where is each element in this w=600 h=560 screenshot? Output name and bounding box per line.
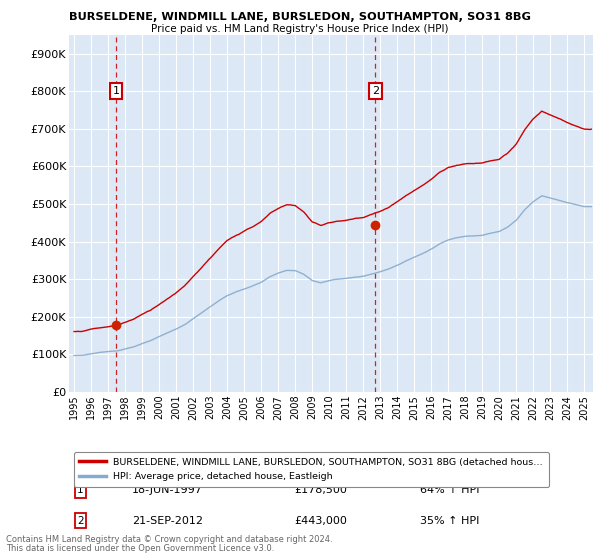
Text: 1: 1 [77,486,84,495]
Text: 1: 1 [112,86,119,96]
Text: 2: 2 [77,516,84,526]
Legend: BURSELDENE, WINDMILL LANE, BURSLEDON, SOUTHAMPTON, SO31 8BG (detached hous…, HPI: BURSELDENE, WINDMILL LANE, BURSLEDON, SO… [74,452,549,487]
Text: 64% ↑ HPI: 64% ↑ HPI [420,486,479,495]
Text: 2: 2 [372,86,379,96]
Text: £443,000: £443,000 [294,516,347,526]
Text: BURSELDENE, WINDMILL LANE, BURSLEDON, SOUTHAMPTON, SO31 8BG: BURSELDENE, WINDMILL LANE, BURSLEDON, SO… [69,12,531,22]
Text: 35% ↑ HPI: 35% ↑ HPI [420,516,479,526]
Text: 18-JUN-1997: 18-JUN-1997 [132,486,203,495]
Text: 21-SEP-2012: 21-SEP-2012 [132,516,203,526]
Text: Contains HM Land Registry data © Crown copyright and database right 2024.: Contains HM Land Registry data © Crown c… [6,535,332,544]
Text: Price paid vs. HM Land Registry's House Price Index (HPI): Price paid vs. HM Land Registry's House … [151,24,449,34]
Text: This data is licensed under the Open Government Licence v3.0.: This data is licensed under the Open Gov… [6,544,274,553]
Text: £178,500: £178,500 [294,486,347,495]
